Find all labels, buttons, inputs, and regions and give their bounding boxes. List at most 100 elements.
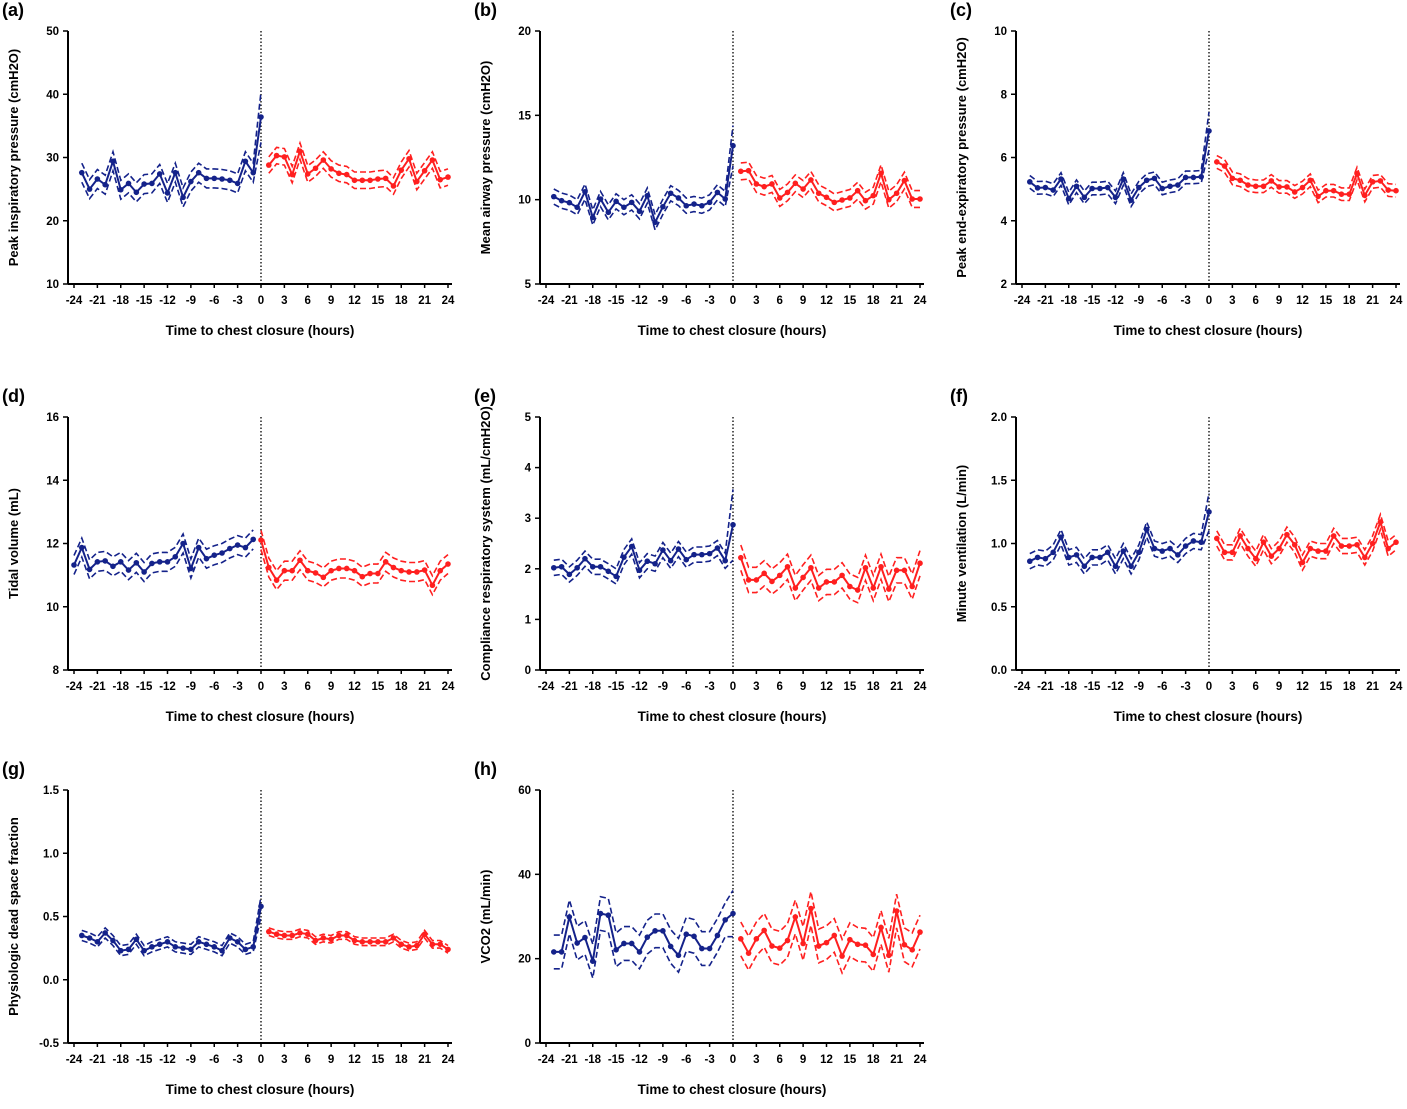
- data-point: [574, 564, 580, 571]
- data-point: [901, 567, 908, 574]
- data-point: [1042, 555, 1049, 562]
- ci-lower-line: [260, 549, 449, 597]
- x-tick-label: -6: [681, 295, 691, 307]
- y-tick-label: 3: [525, 513, 531, 525]
- data-point: [312, 570, 319, 576]
- data-point: [429, 157, 436, 163]
- x-tick-label: 3: [753, 1054, 759, 1066]
- data-point: [437, 567, 444, 574]
- data-point: [644, 934, 651, 940]
- data-point: [870, 192, 877, 199]
- data-point: [180, 194, 186, 201]
- panel-g: (g) -0.5 0.0 0.5 1.0 1.5 -24 -21 -18 -15 -12 -9 -6 -3…: [0, 759, 470, 1109]
- panel-letter: (a): [2, 0, 24, 20]
- data-point: [1229, 175, 1236, 182]
- data-point: [1143, 177, 1150, 184]
- data-point: [1299, 559, 1306, 566]
- x-tick-label: 3: [753, 295, 759, 307]
- data-point: [156, 941, 163, 948]
- data-point: [917, 560, 923, 567]
- x-tick-label: -12: [631, 295, 648, 307]
- x-tick-label: 6: [1253, 681, 1259, 693]
- data-point: [421, 167, 428, 174]
- data-point: [1167, 545, 1173, 552]
- data-point: [660, 928, 666, 934]
- data-point: [172, 944, 179, 950]
- chart-dead-space: -0.5 0.0 0.5 1.0 1.5 -24 -21 -18 -15 -12 -9 -6 -3 0 3 6…: [6, 785, 455, 1097]
- data-point: [328, 567, 334, 574]
- x-tick-label: -6: [681, 1054, 691, 1066]
- data-point: [211, 552, 218, 559]
- data-point: [667, 943, 674, 950]
- data-point: [219, 176, 225, 182]
- data-point: [722, 196, 729, 202]
- data-point: [94, 176, 101, 182]
- data-point: [188, 565, 194, 572]
- y-tick-label: 1.0: [43, 848, 59, 860]
- y-tick-label: 10: [518, 195, 531, 207]
- data-point: [94, 559, 101, 565]
- data-point: [195, 169, 202, 176]
- data-point: [1354, 170, 1360, 177]
- data-point: [1346, 191, 1353, 197]
- data-point: [706, 199, 713, 206]
- data-point: [312, 937, 319, 944]
- ci-lower-line: [1216, 167, 1397, 204]
- data-point: [1065, 554, 1072, 561]
- data-point: [71, 562, 77, 568]
- data-point: [893, 908, 900, 914]
- y-tick-label: 20: [518, 954, 531, 966]
- x-tick-label: 3: [281, 295, 287, 307]
- panel-a: (a) 10 20 30 40 50 -24 -21 -18 -15 -12 -9 -6 -3 0 3 6 9 12…: [0, 0, 470, 350]
- ci-upper-line: [553, 489, 734, 571]
- panel-d: (d) 8 10 12 14 16 -24 -21 -18 -15 -12 -9 -6 -3 0 3 6 9 12 1…: [0, 386, 470, 736]
- data-point: [1182, 174, 1189, 181]
- data-point: [621, 940, 627, 947]
- mean-line: [1029, 130, 1210, 203]
- data-point: [1073, 183, 1080, 190]
- x-tick-label: -9: [658, 1054, 668, 1066]
- data-point: [691, 551, 697, 558]
- data-point: [367, 570, 373, 577]
- data-point: [683, 931, 690, 938]
- data-point: [289, 932, 295, 939]
- data-point: [1330, 187, 1337, 194]
- data-point: [909, 196, 916, 202]
- data-point: [1190, 174, 1197, 181]
- data-point: [753, 577, 760, 583]
- y-tick-label: 0.5: [43, 912, 60, 924]
- x-tick-label: 9: [1276, 681, 1282, 693]
- y-tick-label: 0.0: [43, 975, 59, 987]
- x-tick-label: 18: [1343, 681, 1356, 693]
- data-point: [1307, 545, 1314, 552]
- x-tick-label: -9: [1134, 681, 1144, 693]
- data-point: [1315, 193, 1321, 200]
- x-tick-label: 9: [800, 681, 806, 693]
- data-point: [831, 932, 838, 939]
- data-point: [203, 175, 210, 182]
- x-tick-label: 24: [914, 681, 927, 693]
- data-point: [406, 155, 412, 162]
- data-point: [265, 162, 272, 168]
- x-tick-label: 9: [328, 295, 334, 307]
- data-point: [1291, 541, 1298, 548]
- x-tick-label: 6: [777, 1054, 783, 1066]
- data-point: [149, 180, 155, 187]
- x-tick-label: -24: [538, 681, 555, 693]
- data-point: [613, 573, 619, 580]
- data-point: [336, 932, 342, 939]
- panel-letter: (f): [950, 386, 968, 406]
- x-tick-label: -3: [705, 1054, 715, 1066]
- data-point: [398, 167, 405, 173]
- x-tick-label: -3: [1181, 295, 1191, 307]
- x-tick-label: 15: [371, 1054, 384, 1066]
- data-point: [1245, 182, 1251, 188]
- data-point: [149, 560, 155, 567]
- x-tick-label: 0: [1206, 681, 1212, 693]
- data-point: [1315, 548, 1321, 554]
- data-point: [784, 937, 791, 944]
- y-axis-label: Minute ventilation (L/min): [954, 465, 969, 622]
- data-point: [1284, 184, 1290, 190]
- data-point: [125, 567, 132, 573]
